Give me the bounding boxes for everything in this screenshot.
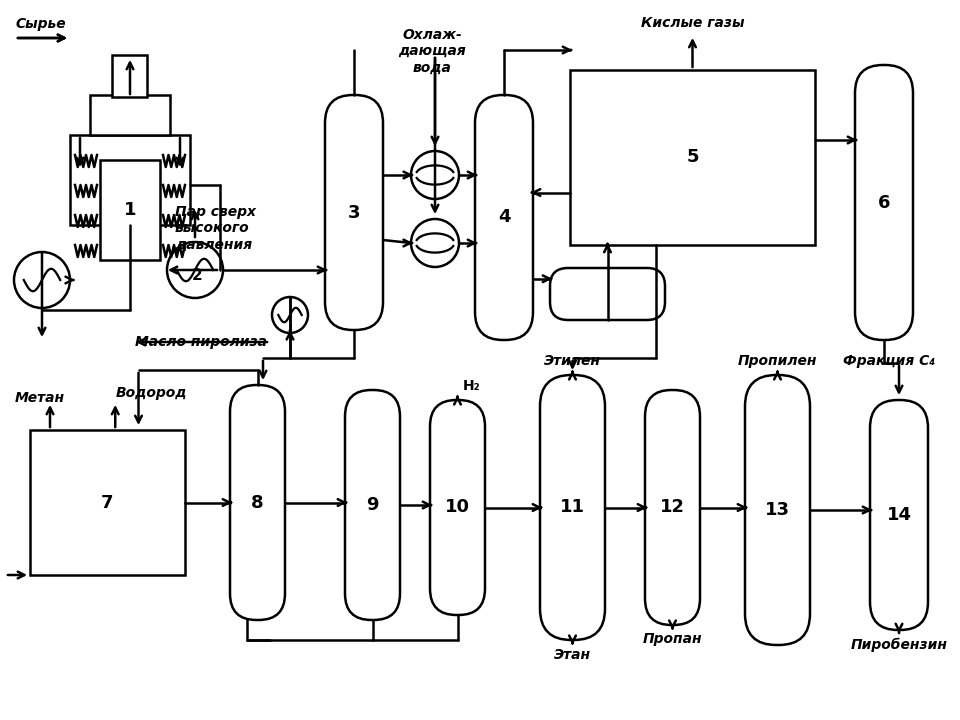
- FancyBboxPatch shape: [475, 95, 533, 340]
- Text: 12: 12: [660, 498, 685, 516]
- Text: Пар сверх
высокого
давления: Пар сверх высокого давления: [175, 205, 256, 251]
- Text: 9: 9: [367, 496, 379, 514]
- Text: 13: 13: [765, 501, 790, 519]
- Text: Этан: Этан: [554, 648, 591, 662]
- FancyBboxPatch shape: [325, 95, 383, 330]
- FancyBboxPatch shape: [645, 390, 700, 625]
- FancyBboxPatch shape: [550, 268, 665, 320]
- FancyBboxPatch shape: [745, 375, 810, 645]
- Text: Сырье: Сырье: [15, 17, 65, 31]
- Text: Пропан: Пропан: [642, 632, 703, 646]
- FancyBboxPatch shape: [540, 375, 605, 640]
- Bar: [70, 135, 190, 225]
- Text: 7: 7: [101, 493, 113, 511]
- Text: 2: 2: [192, 268, 203, 282]
- Bar: [30, 430, 185, 575]
- FancyBboxPatch shape: [430, 400, 485, 615]
- FancyBboxPatch shape: [870, 400, 928, 630]
- Bar: [100, 160, 160, 260]
- Text: Фракция С₄: Фракция С₄: [843, 354, 935, 368]
- Text: Пиробензин: Пиробензин: [851, 638, 948, 652]
- Text: 11: 11: [560, 498, 585, 516]
- Text: 6: 6: [877, 194, 890, 212]
- Text: Этилен: Этилен: [544, 354, 601, 368]
- Text: Кислые газы: Кислые газы: [640, 16, 744, 30]
- Text: 4: 4: [497, 209, 511, 227]
- Text: Пропилен: Пропилен: [737, 354, 817, 368]
- Text: 5: 5: [686, 148, 699, 166]
- Bar: [570, 70, 815, 245]
- Bar: [90, 95, 170, 135]
- FancyBboxPatch shape: [345, 390, 400, 620]
- FancyBboxPatch shape: [855, 65, 913, 340]
- Text: 3: 3: [348, 204, 360, 222]
- Text: H₂: H₂: [463, 379, 480, 393]
- Bar: [112, 55, 147, 97]
- Text: Метан: Метан: [15, 391, 65, 405]
- Text: 14: 14: [886, 506, 911, 524]
- Text: 1: 1: [124, 201, 136, 219]
- Text: 8: 8: [252, 493, 264, 511]
- FancyBboxPatch shape: [230, 385, 285, 620]
- Text: Водород: Водород: [115, 386, 187, 400]
- Text: 10: 10: [445, 498, 470, 516]
- Text: Охлаж-
дающая
вода: Охлаж- дающая вода: [398, 28, 466, 74]
- Text: Масло пиролиза: Масло пиролиза: [135, 335, 267, 349]
